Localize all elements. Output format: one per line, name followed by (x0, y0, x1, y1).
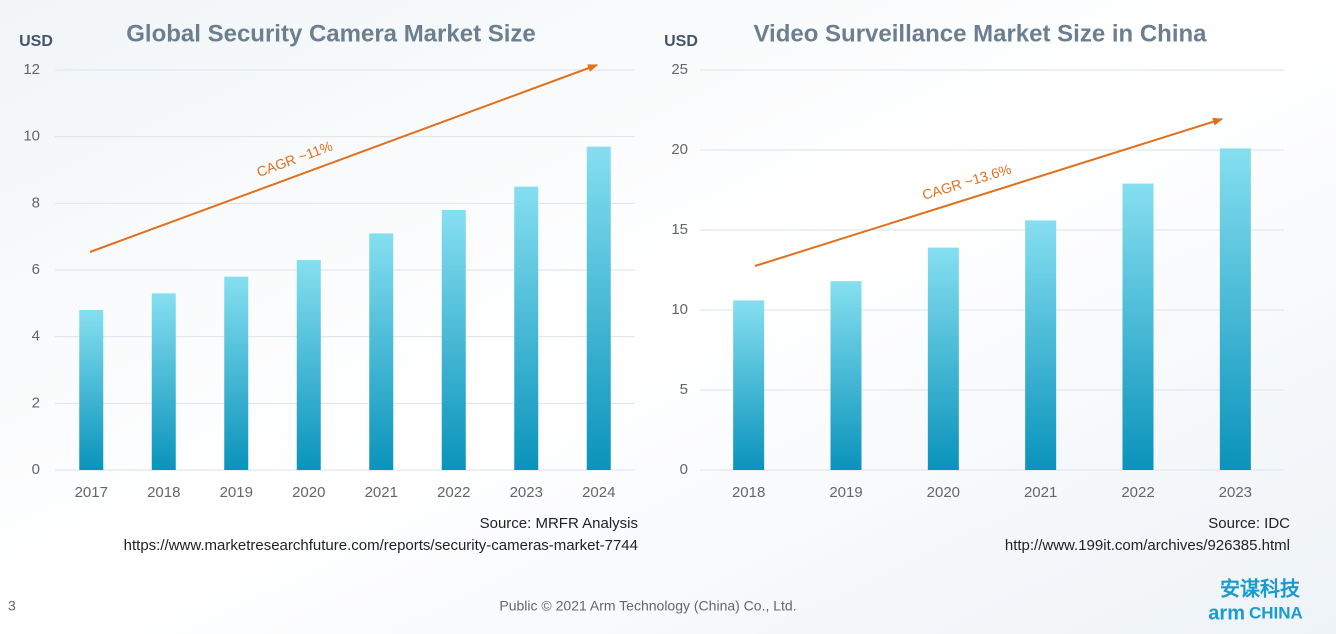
y-tick-label: 10 (23, 128, 40, 145)
bar (151, 293, 176, 470)
logo-region: CHINA (1249, 603, 1303, 622)
bar (514, 186, 539, 470)
x-tick-label: 2024 (582, 484, 615, 501)
y-axis-label: USD (664, 33, 698, 50)
logo-chinese: 安谋科技 (1220, 576, 1301, 600)
bar (1122, 183, 1154, 470)
x-tick-label: 2022 (1121, 484, 1154, 501)
trend-arrow (754, 117, 1223, 267)
bar (1025, 220, 1057, 470)
source: Source: IDC (1208, 515, 1290, 532)
x-tick-label: 2021 (365, 484, 398, 501)
y-tick-label: 8 (32, 194, 40, 211)
x-tick-label: 2023 (1219, 484, 1252, 501)
bar (224, 276, 249, 470)
x-tick-label: 2021 (1024, 484, 1057, 501)
source: http://www.199it.com/archives/926385.htm… (1005, 537, 1290, 554)
y-tick-label: 15 (671, 221, 688, 238)
trend-arrow (89, 64, 598, 253)
y-tick-label: 25 (671, 61, 688, 78)
x-tick-label: 2017 (75, 484, 108, 501)
x-tick-label: 2019 (829, 484, 862, 501)
bar (296, 260, 321, 470)
source: Source: MRFR Analysis (480, 515, 638, 532)
page-number: 3 (8, 598, 16, 614)
y-axis-label: USD (19, 33, 53, 50)
y-tick-label: 2 (32, 394, 40, 411)
y-tick-label: 5 (680, 381, 688, 398)
x-tick-label: 2023 (510, 484, 543, 501)
bar (586, 146, 611, 470)
y-tick-label: 20 (671, 141, 688, 158)
bar (830, 281, 862, 470)
x-tick-label: 2018 (147, 484, 180, 501)
bar (369, 233, 394, 470)
footer: Public © 2021 Arm Technology (China) Co.… (499, 598, 796, 614)
y-tick-label: 0 (32, 461, 40, 478)
x-tick-label: 2020 (292, 484, 325, 501)
bar (79, 310, 104, 470)
y-tick-label: 10 (671, 301, 688, 318)
x-tick-label: 2019 (220, 484, 253, 501)
x-tick-label: 2020 (927, 484, 960, 501)
x-tick-label: 2022 (437, 484, 470, 501)
y-tick-label: 6 (32, 261, 40, 278)
x-tick-label: 2018 (732, 484, 765, 501)
y-tick-label: 12 (23, 61, 40, 78)
source: https://www.marketresearchfuture.com/rep… (124, 537, 638, 554)
y-tick-label: 0 (680, 461, 688, 478)
bar (927, 247, 959, 470)
y-tick-label: 4 (32, 328, 40, 345)
chart-title: Global Security Camera Market Size (126, 20, 536, 47)
logo-brand: arm (1208, 602, 1245, 624)
bar (441, 210, 466, 470)
bar (1219, 148, 1251, 470)
bar (733, 300, 765, 470)
chart-title: Video Surveillance Market Size in China (753, 20, 1207, 47)
